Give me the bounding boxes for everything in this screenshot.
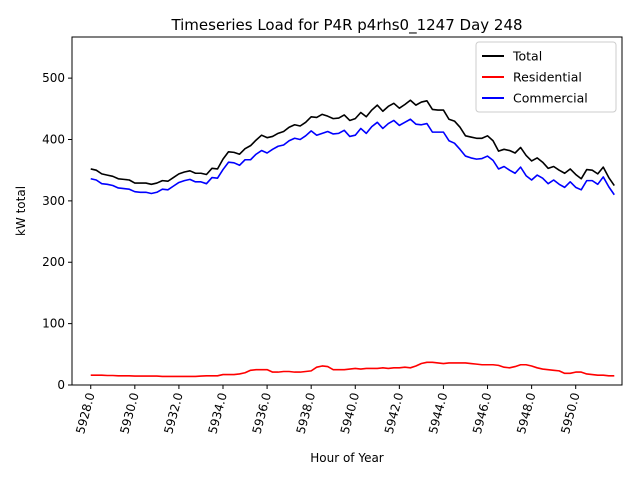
series-line-total [90,99,615,186]
x-tick-label: 5932.0 [161,391,185,435]
y-axis: 0 100 200 300 400 500 [42,71,72,392]
x-tick-label: 5946.0 [470,391,494,435]
legend: Total Residential Commercial [475,41,617,113]
x-tick-label: 5928.0 [73,391,97,435]
y-tick-label: 300 [42,194,65,208]
y-tick-label: 400 [42,132,65,146]
series-line-commercial [90,118,615,196]
legend-box [475,41,617,113]
legend-label-commercial: Commercial [513,91,588,106]
chart-title: Timeseries Load for P4R p4rhs0_1247 Day … [170,16,522,35]
x-tick-label: 5940.0 [338,391,362,435]
x-tick-label: 5930.0 [117,391,141,435]
plot-frame [71,36,623,386]
x-tick-label: 5934.0 [206,391,230,435]
y-tick-label: 200 [42,255,65,269]
legend-label-total: Total [512,49,542,64]
legend-label-residential: Residential [513,70,582,85]
x-tick-label: 5938.0 [294,391,318,435]
x-tick-label: 5944.0 [426,391,450,435]
x-tick-label: 5942.0 [382,391,406,435]
y-tick-label: 100 [42,317,65,331]
x-tick-label: 5936.0 [250,391,274,435]
series-line-residential [90,361,615,378]
y-tick-label: 500 [42,71,65,85]
series-lines [90,99,615,378]
x-axis-label: Hour of Year [310,451,384,465]
x-tick-label: 5950.0 [558,391,582,435]
x-axis: 5928.0 5930.0 5932.0 5934.0 5936.0 5938.0 5940… [73,385,583,435]
y-axis-label: kW total [14,186,28,236]
y-tick-label: 0 [57,378,65,392]
x-tick-label: 5948.0 [514,391,538,435]
